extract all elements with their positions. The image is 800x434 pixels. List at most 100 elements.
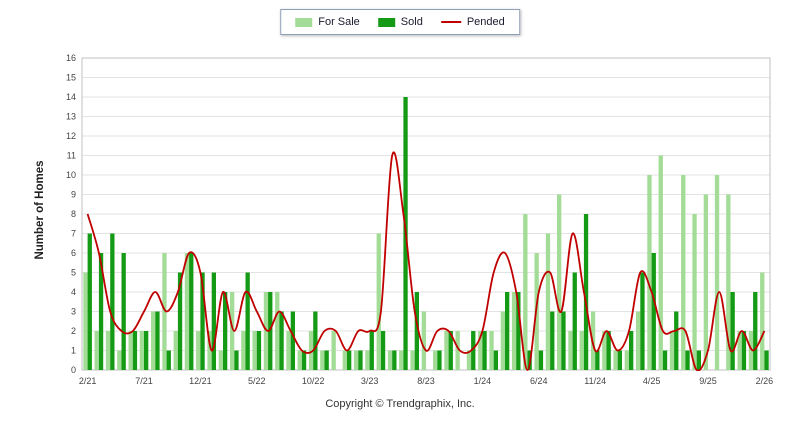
x-tick-label: 2/21: [79, 376, 97, 386]
sold-bar: [550, 311, 555, 370]
for-sale-bar: [376, 233, 381, 370]
sold-bar: [290, 311, 295, 370]
sold-bar: [516, 292, 521, 370]
for-sale-bar: [489, 331, 494, 370]
y-tick-label: 9: [71, 190, 76, 200]
sold-bar: [347, 350, 352, 370]
for-sale-bar: [365, 350, 370, 370]
for-sale-bar: [162, 253, 167, 370]
for-sale-bar: [636, 311, 641, 370]
sold-bar: [313, 311, 318, 370]
pended-line-swatch: [440, 21, 461, 23]
sold-bar: [279, 311, 284, 370]
for-sale-bar: [275, 292, 280, 370]
y-tick-label: 6: [71, 248, 76, 258]
for-sale-bar: [478, 331, 483, 370]
y-tick-label: 16: [66, 53, 76, 63]
y-tick-label: 8: [71, 209, 76, 219]
sold-bar: [595, 350, 600, 370]
for-sale-bar: [207, 331, 212, 370]
for-sale-bar: [241, 331, 246, 370]
sold-bar: [505, 292, 510, 370]
for-sale-swatch: [295, 17, 313, 27]
for-sale-bar: [500, 311, 505, 370]
legend-label-for-sale: For Sale: [318, 16, 360, 28]
sold-bar: [471, 331, 476, 370]
x-tick-label: 5/22: [248, 376, 266, 386]
for-sale-bar: [196, 331, 201, 370]
for-sale-bar: [726, 194, 731, 370]
sold-bar: [674, 311, 679, 370]
for-sale-bar: [230, 292, 235, 370]
y-tick-label: 15: [66, 73, 76, 83]
x-tick-label: 9/25: [699, 376, 717, 386]
for-sale-bar: [455, 331, 460, 370]
sold-bar: [696, 350, 701, 370]
for-sale-bar: [579, 331, 584, 370]
sold-bar: [561, 311, 566, 370]
y-tick-label: 10: [66, 170, 76, 180]
legend-item-for-sale: For Sale: [295, 16, 360, 28]
sold-bar: [166, 350, 171, 370]
for-sale-bar: [105, 331, 111, 370]
legend-label-pended: Pended: [466, 16, 505, 28]
sold-bar: [572, 272, 577, 370]
for-sale-bar: [557, 194, 562, 370]
for-sale-bar: [737, 331, 742, 370]
for-sale-bar: [433, 350, 438, 370]
for-sale-bar: [647, 175, 652, 370]
sold-bar: [234, 350, 239, 370]
for-sale-bar: [320, 350, 325, 370]
x-tick-label: 12/21: [189, 376, 212, 386]
for-sale-bar: [342, 350, 347, 370]
x-tick-label: 4/25: [643, 376, 661, 386]
for-sale-bar: [602, 331, 607, 370]
for-sale-bar: [184, 253, 190, 370]
sold-bar: [369, 331, 374, 370]
sold-bar: [189, 253, 194, 370]
sold-bar: [764, 350, 769, 370]
sold-bar: [98, 253, 104, 370]
for-sale-bar: [466, 350, 472, 370]
sold-bar: [155, 311, 160, 370]
x-tick-label: 3/23: [361, 376, 379, 386]
for-sale-bar: [139, 331, 144, 370]
sold-bar: [177, 272, 183, 370]
sold-bar: [87, 233, 92, 370]
for-sale-bar: [613, 350, 618, 370]
for-sale-bar: [387, 350, 393, 370]
for-sale-bar: [331, 331, 336, 370]
y-tick-label: 14: [66, 92, 76, 102]
for-sale-bar: [308, 331, 314, 370]
for-sale-bar: [681, 175, 686, 370]
legend: For Sale Sold Pended: [280, 9, 520, 35]
for-sale-bar: [354, 350, 359, 370]
sold-bar: [741, 331, 747, 370]
sold-bar: [380, 331, 386, 370]
y-tick-label: 4: [71, 287, 76, 297]
for-sale-bar: [151, 311, 156, 370]
x-tick-label: 2/26: [756, 376, 774, 386]
y-tick-label: 7: [71, 229, 76, 239]
for-sale-bar: [624, 350, 629, 370]
sold-bar: [200, 272, 205, 370]
sold-bar: [110, 233, 115, 370]
x-tick-label: 7/21: [135, 376, 153, 386]
copyright: Copyright © Trendgraphix, Inc.: [325, 398, 475, 410]
sold-bar: [662, 350, 668, 370]
for-sale-bar: [297, 350, 302, 370]
sold-bar: [414, 292, 419, 370]
sold-bar: [482, 331, 487, 370]
for-sale-bar: [83, 272, 88, 370]
sold-bar: [448, 331, 453, 370]
sold-bar: [144, 331, 149, 370]
pended-line: [86, 151, 766, 371]
for-sale-bar: [399, 350, 404, 370]
sold-bar: [685, 350, 690, 370]
sold-bar: [211, 272, 216, 370]
x-tick-label: 8/23: [417, 376, 435, 386]
for-sale-bar: [703, 194, 708, 370]
sold-bar: [268, 292, 273, 370]
